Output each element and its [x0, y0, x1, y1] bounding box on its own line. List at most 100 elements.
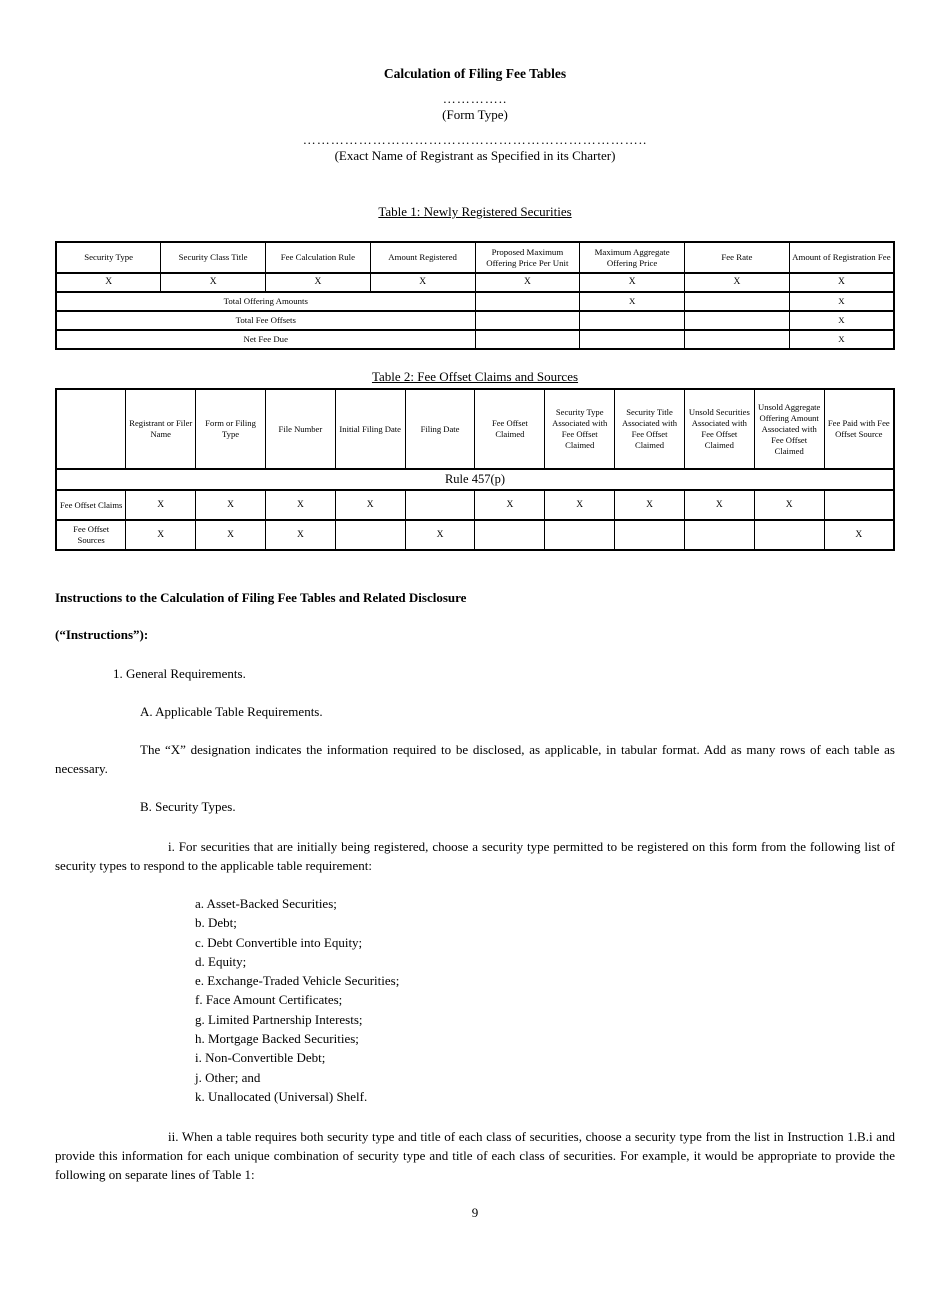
table1-cell: X — [579, 291, 685, 312]
table2-fee-offset-claims-and-sources: Registrant or Filer Name Form or Filing … — [55, 388, 895, 551]
instruction-paragraph-1Bi: i. For securities that are initially bei… — [55, 839, 895, 873]
table1-header-cell: Proposed Maximum Offering Price Per Unit — [474, 241, 581, 274]
table2-fee-offset-sources-row: Fee Offset Sources X X X X X — [55, 519, 895, 551]
security-type-item: d. Equity; — [195, 953, 247, 969]
table2-header-cell — [55, 388, 127, 470]
table1-cell — [474, 310, 581, 331]
table1-cell: X — [579, 272, 685, 293]
instruction-item-1B: B. Security Types. — [140, 799, 236, 814]
table2-cell: X — [195, 489, 266, 521]
table1-row-label: Total Offering Amounts — [55, 291, 476, 312]
instruction-item-1A: A. Applicable Table Requirements. — [140, 704, 323, 719]
table2-cell — [823, 489, 895, 521]
security-type-item: f. Face Amount Certificates; — [195, 992, 343, 1008]
document-page: Calculation of Filing Fee Tables ………….. … — [0, 66, 950, 1251]
table1-cell: X — [369, 272, 476, 293]
table1-cell: X — [684, 272, 790, 293]
form-type-label: (Form Type) — [442, 107, 508, 122]
table1-cell: X — [788, 291, 895, 312]
table1-total-fee-offsets-row: Total Fee Offsets X — [55, 310, 895, 331]
table2-cell: X — [404, 519, 476, 551]
table2-cell: X — [614, 489, 685, 521]
table2-cell: X — [544, 489, 616, 521]
security-type-item: c. Debt Convertible into Equity; — [195, 934, 363, 950]
table1-row-label: Total Fee Offsets — [55, 310, 476, 331]
table1-cell: X — [788, 310, 895, 331]
table2-fee-offset-claims-row: Fee Offset Claims X X X X X X X X X — [55, 489, 895, 521]
table2-caption: Table 2: Fee Offset Claims and Sources — [371, 369, 579, 384]
table1-header-row: Security Type Security Class Title Fee C… — [55, 241, 895, 274]
security-type-item: e. Exchange-Traded Vehicle Securities; — [195, 973, 400, 989]
table1-cell: X — [788, 272, 895, 293]
table1-row-label: Net Fee Due — [55, 329, 476, 350]
table1-header-cell: Security Class Title — [160, 241, 266, 274]
table2-cell — [544, 519, 616, 551]
table1-cell: X — [265, 272, 371, 293]
registrant-name-fill-in-line: ……………………………………………………………….. — [302, 132, 648, 147]
security-types-list: a. Asset-Backed Securities; b. Debt; c. … — [55, 894, 895, 1106]
table2-header-cell: Registrant or Filer Name — [125, 388, 197, 470]
security-type-item: j. Other; and — [195, 1069, 261, 1085]
table2-cell — [474, 519, 546, 551]
table2-header-cell: File Number — [264, 388, 336, 470]
security-type-item: g. Limited Partnership Interests; — [195, 1011, 363, 1027]
page-number: 9 — [471, 1205, 479, 1221]
table2-cell: X — [474, 489, 546, 521]
security-type-item: a. Asset-Backed Securities; — [195, 896, 337, 911]
table1-cell: X — [788, 329, 895, 350]
table2-cell: X — [125, 489, 197, 521]
table2-rule-label: Rule 457(p) — [55, 468, 895, 491]
security-type-item: i. Non-Convertible Debt; — [195, 1050, 326, 1066]
table1-cell — [474, 329, 581, 350]
table1-total-offering-amounts-row: Total Offering Amounts X X — [55, 291, 895, 312]
table2-header-cell: Unsold Aggregate Offering Amount Associa… — [753, 388, 825, 470]
table2-cell: X — [753, 489, 825, 521]
table1-newly-registered-securities: Security Type Security Class Title Fee C… — [55, 241, 895, 350]
page-title: Calculation of Filing Fee Tables — [383, 66, 567, 81]
table2-header-cell: Fee Paid with Fee Offset Source — [823, 388, 895, 470]
table1-header-cell: Amount of Registration Fee — [788, 241, 895, 274]
table2-header-cell: Form or Filing Type — [195, 388, 266, 470]
security-type-item: h. Mortgage Backed Securities; — [195, 1031, 359, 1047]
table1-cell — [579, 329, 685, 350]
table2-cell: X — [823, 519, 895, 551]
table1-cell — [684, 310, 790, 331]
table1-header-cell: Fee Rate — [684, 241, 790, 274]
table2-cell: X — [195, 519, 266, 551]
table2-cell — [753, 519, 825, 551]
table2-row-label: Fee Offset Claims — [55, 489, 127, 521]
form-type-fill-in-line: ………….. — [442, 91, 508, 106]
security-type-item: b. Debt; — [195, 915, 237, 931]
instructions-heading-parenthetical: (“Instructions”): — [55, 627, 149, 642]
table2-cell — [614, 519, 685, 551]
table2-header-cell: Fee Offset Claimed — [474, 388, 546, 470]
registrant-name-label: (Exact Name of Registrant as Specified i… — [334, 148, 616, 163]
table2-header-cell: Filing Date — [404, 388, 476, 470]
instruction-item-1: 1. General Requirements. — [113, 666, 246, 681]
table2-cell — [334, 519, 406, 551]
table2-header-cell: Unsold Securities Associated with Fee Of… — [683, 388, 755, 470]
table2-cell: X — [334, 489, 406, 521]
table1-cell — [684, 329, 790, 350]
table1-cell: X — [55, 272, 162, 293]
table1-x-row: X X X X X X X X — [55, 272, 895, 293]
table2-cell — [404, 489, 476, 521]
table1-cell: X — [474, 272, 581, 293]
table2-header-cell: Security Title Associated with Fee Offse… — [614, 388, 685, 470]
instruction-paragraph-1Bii: ii. When a table requires both security … — [55, 1129, 895, 1183]
instructions-heading: Instructions to the Calculation of Filin… — [55, 590, 467, 605]
table2-header-cell: Initial Filing Date — [334, 388, 406, 470]
table1-cell — [579, 310, 685, 331]
table2-cell: X — [125, 519, 197, 551]
table1-cell: X — [160, 272, 266, 293]
table2-header-row: Registrant or Filer Name Form or Filing … — [55, 388, 895, 470]
table2-row-label: Fee Offset Sources — [55, 519, 127, 551]
table1-header-cell: Security Type — [55, 241, 162, 274]
table2-rule-457p-row: Rule 457(p) — [55, 468, 895, 491]
table2-cell: X — [683, 489, 755, 521]
table2-cell: X — [264, 519, 336, 551]
table1-cell — [684, 291, 790, 312]
table1-caption: Table 1: Newly Registered Securities — [378, 204, 572, 219]
security-type-item: k. Unallocated (Universal) Shelf. — [195, 1088, 368, 1104]
table1-cell — [474, 291, 581, 312]
